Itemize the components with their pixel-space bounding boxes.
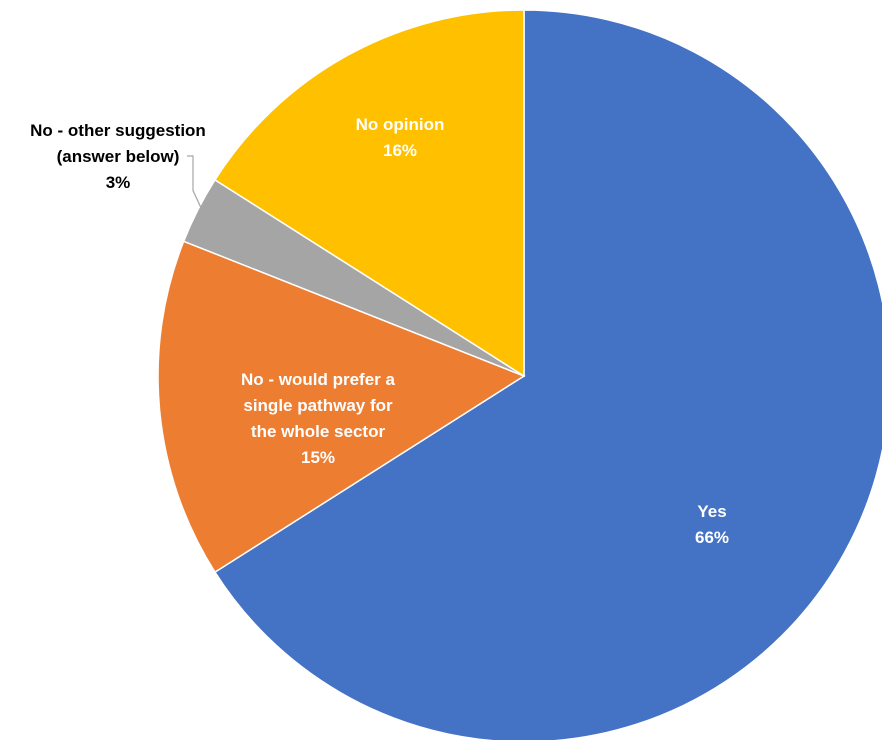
- data-label-no-other-suggestion-answer-below: No - other suggestion (answer below) 3%: [30, 121, 206, 192]
- leader-lines: [187, 155, 204, 213]
- pie-slice-no-would-prefer-a-single-pathway-for-the-whole-sector: [157, 240, 526, 574]
- data-label-yes: Yes 66%: [695, 502, 729, 547]
- pie-slice-no-opinion: [213, 9, 525, 378]
- data-label-no-opinion: No opinion 16%: [356, 115, 445, 160]
- data-label-no-would-prefer-a-single-pathway-for-the-whole-sector: No - would prefer a single pathway for the…: [241, 370, 396, 467]
- pie-data-labels: Yes 66% No - would prefer a single pathway …: [30, 115, 729, 547]
- pie-slices: [157, 9, 882, 740]
- leader-line-no-other-suggestion-answer-below: [187, 155, 204, 213]
- pie-slice-yes: [213, 9, 882, 740]
